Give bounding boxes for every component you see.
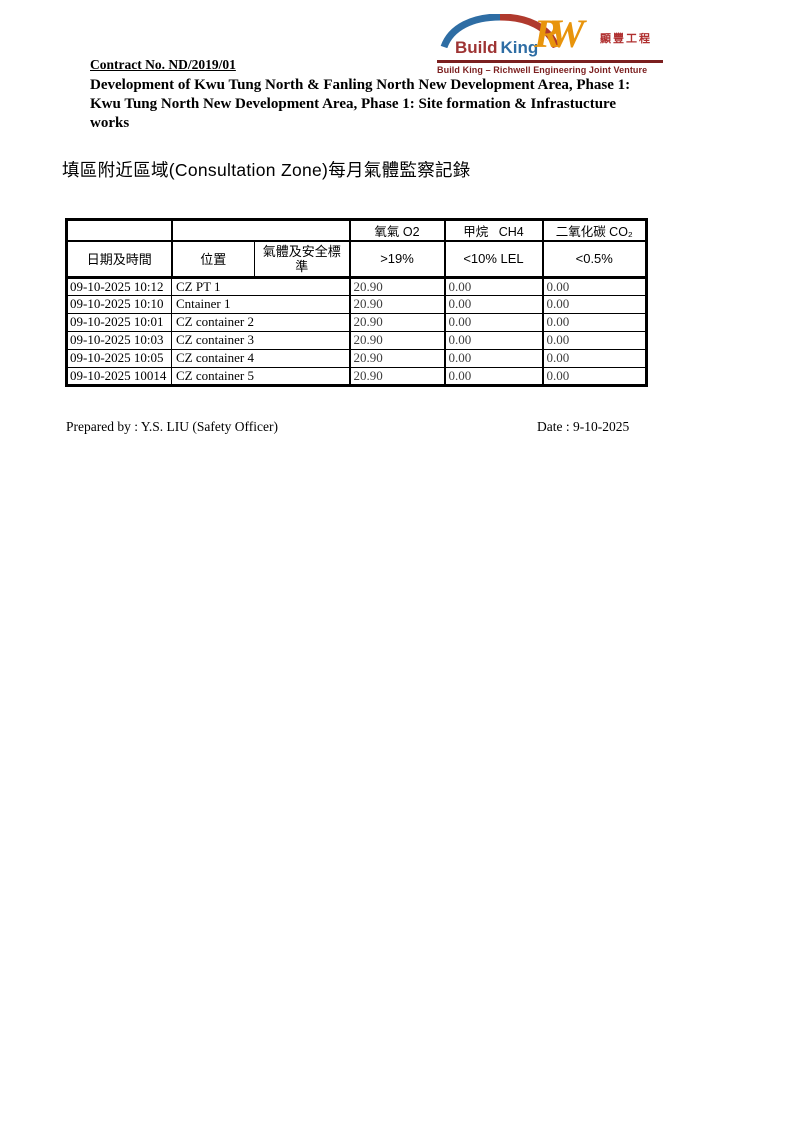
cell-location: CZ container 2: [171, 313, 351, 332]
header-standard: 氣體及安全標準: [254, 241, 351, 279]
cell-co2: 0.00: [542, 349, 647, 368]
cell-co2: 0.00: [542, 367, 647, 386]
limit-carbon-dioxide: <0.5%: [542, 241, 647, 279]
cell-ch4: 0.00: [444, 331, 544, 350]
cell-location: Cntainer 1: [171, 295, 351, 314]
header-carbon-dioxide: 二氧化碳 CO₂: [542, 219, 647, 242]
bridge-arch-icon: [440, 14, 560, 48]
cell-datetime: 09-10-2025 10:03: [66, 331, 172, 350]
prepared-by-line: Prepared by : Y.S. LIU (Safety Officer): [66, 419, 278, 434]
contract-number: Contract No. ND/2019/01: [90, 57, 236, 72]
project-title-line-3: works: [90, 115, 130, 131]
cell-ch4: 0.00: [444, 349, 544, 368]
table-row: 09-10-2025 10:10 Cntainer 1 20.90 0.00 0…: [66, 295, 647, 314]
report-date: Date : 9-10-2025: [537, 419, 630, 434]
cell-o2: 20.90: [349, 277, 446, 296]
gas-monitoring-table: 氧氣 O2 甲烷 CH4 二氧化碳 CO₂ 日期及時間 位置 氣體及安全標準 >…: [65, 218, 648, 387]
cell-o2: 20.90: [349, 295, 446, 314]
table-row: 09-10-2025 10:01 CZ container 2 20.90 0.…: [66, 313, 647, 332]
company-logo: Build King RW 顯豐工程 Build King – Richwell …: [437, 11, 663, 75]
cell-datetime: 09-10-2025 10:05: [66, 349, 172, 368]
header-datetime: 日期及時間: [66, 241, 173, 279]
limit-oxygen: >19%: [349, 241, 446, 279]
cell-datetime: 09-10-2025 10:01: [66, 313, 172, 332]
cell-ch4: 0.00: [444, 277, 544, 296]
cell-datetime: 09-10-2025 10:12: [66, 277, 172, 296]
cell-co2: 0.00: [542, 331, 647, 350]
logo-word-build: Build: [455, 38, 498, 57]
cell-o2: 20.90: [349, 349, 446, 368]
cell-ch4: 0.00: [444, 295, 544, 314]
cell-datetime: 09-10-2025 10:10: [66, 295, 172, 314]
project-title-line-2: Kwu Tung North New Development Area, Pha…: [90, 96, 617, 112]
header-oxygen: 氧氣 O2: [349, 219, 446, 242]
logo-word-king: King: [500, 38, 539, 57]
table-row: 09-10-2025 10:12 CZ PT 1 20.90 0.00 0.00: [66, 277, 647, 296]
cell-o2: 20.90: [349, 313, 446, 332]
header-location: 位置: [171, 241, 255, 279]
cell-location: CZ container 5: [171, 367, 351, 386]
cell-o2: 20.90: [349, 331, 446, 350]
logo-top: Build King RW 顯豐工程: [437, 11, 663, 59]
cell-location: CZ container 4: [171, 349, 351, 368]
cell-location: CZ PT 1: [171, 277, 351, 296]
logo-tagline: Build King – Richwell Engineering Joint …: [437, 65, 648, 75]
cell-co2: 0.00: [542, 295, 647, 314]
rw-monogram: RW: [534, 11, 584, 56]
table-row: 09-10-2025 10:03 CZ container 3 20.90 0.…: [66, 331, 647, 350]
logo-wordmark: Build King: [455, 38, 538, 58]
logo-chinese-name: 顯豐工程: [600, 33, 652, 45]
heading-block: Contract No. ND/2019/01 Development of K…: [90, 57, 710, 133]
cell-o2: 20.90: [349, 367, 446, 386]
table-header-row-gases: 氧氣 O2 甲烷 CH4 二氧化碳 CO₂: [66, 219, 647, 242]
cell-location: CZ container 3: [171, 331, 351, 350]
cell-co2: 0.00: [542, 313, 647, 332]
header-empty-cell-1: [66, 219, 173, 242]
table-row: 09-10-2025 10014 CZ container 5 20.90 0.…: [66, 367, 647, 386]
arch-right-red: [499, 14, 560, 48]
project-title: Development of Kwu Tung North & Fanling …: [90, 76, 710, 133]
cell-ch4: 0.00: [444, 367, 544, 386]
table-header-row-labels: 日期及時間 位置 氣體及安全標準 >19% <10% LEL <0.5%: [66, 241, 647, 279]
arch-left-blue: [440, 14, 501, 48]
header-empty-cell-2: [171, 219, 351, 242]
cell-datetime: 09-10-2025 10014: [66, 367, 172, 386]
header-methane: 甲烷 CH4: [444, 219, 544, 242]
logo-divider-rule: [437, 60, 663, 63]
limit-methane: <10% LEL: [444, 241, 544, 279]
project-title-line-1: Development of Kwu Tung North & Fanling …: [90, 77, 631, 93]
cell-ch4: 0.00: [444, 313, 544, 332]
document-title: 填區附近區域(Consultation Zone)每月氣體監察記錄: [62, 160, 471, 180]
table-row: 09-10-2025 10:05 CZ container 4 20.90 0.…: [66, 349, 647, 368]
cell-co2: 0.00: [542, 277, 647, 296]
